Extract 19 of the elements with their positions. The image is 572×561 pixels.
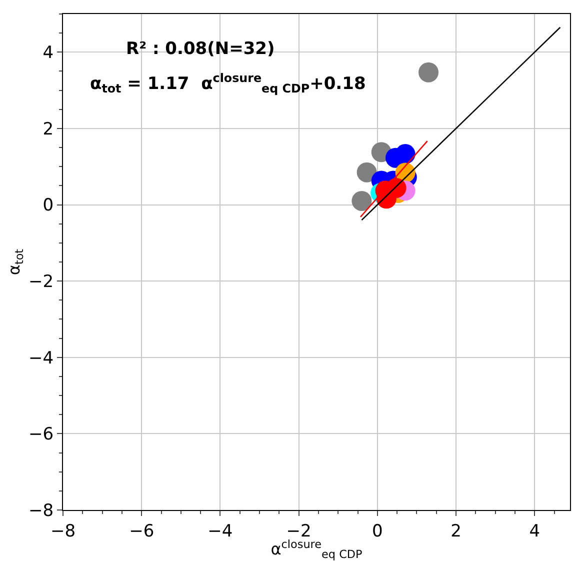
x-tick-label: 2 (450, 521, 462, 542)
point (356, 162, 377, 182)
y-tick-label: 0 (42, 196, 54, 216)
x-tick-label: −4 (208, 521, 233, 542)
point (418, 62, 439, 82)
point (395, 144, 416, 164)
annotation: α$_{tot}$ = 1.17 α$^{closure}$$_{eq CDP}$+0.18 (90, 71, 366, 96)
y-tick-label: −6 (28, 424, 54, 445)
x-tick-label: 4 (529, 521, 540, 542)
y-tick-label: −8 (28, 500, 54, 521)
y-tick-label: −4 (28, 348, 54, 368)
x-tick-label: −6 (129, 521, 154, 542)
x-tick-label: −2 (286, 521, 312, 542)
y-tick-label: 2 (42, 119, 54, 140)
y-tick-label: −2 (28, 272, 54, 292)
y-tick-label: 4 (42, 43, 54, 64)
point (352, 190, 372, 211)
x-tick-label: 0 (372, 521, 383, 542)
annotation: R² : 0.08(N=32) (126, 39, 275, 59)
